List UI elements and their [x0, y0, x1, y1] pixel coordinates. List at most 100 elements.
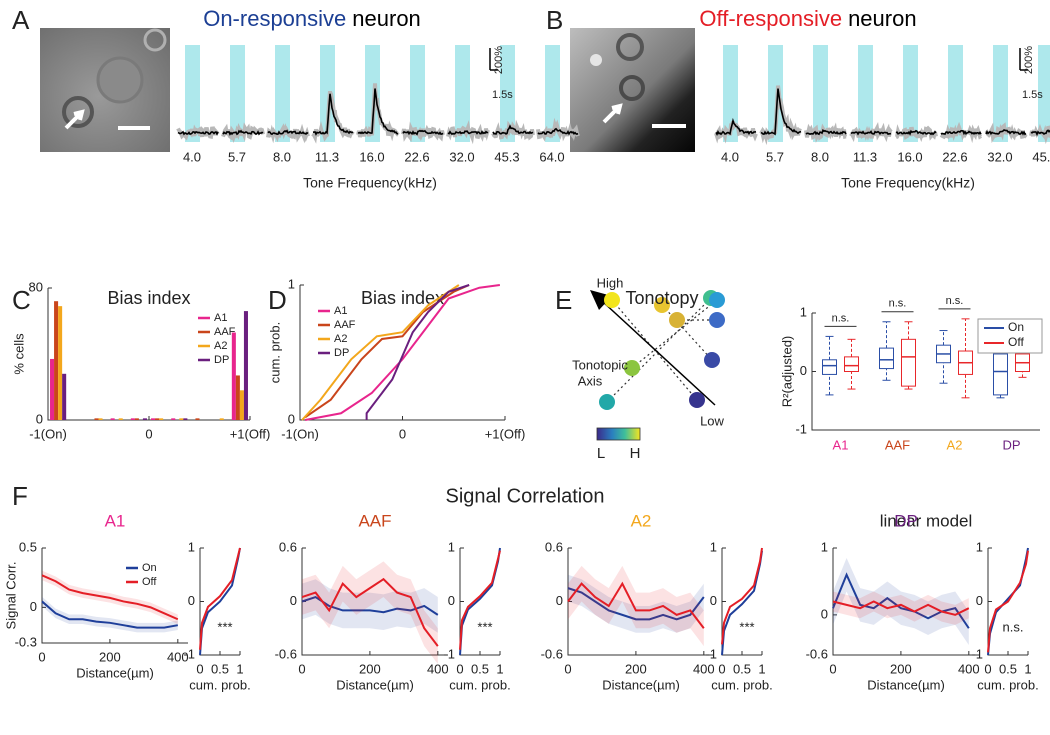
annotation: n.s.	[1003, 620, 1024, 635]
y-tick-label: 1	[800, 304, 807, 319]
trial-traces	[401, 121, 445, 142]
y-tick-label: 1	[976, 539, 983, 554]
x-tick-label: 0.5	[471, 661, 489, 676]
x-tick-label: 1	[496, 661, 503, 676]
y-tick-label: -0.6	[541, 646, 563, 661]
line	[41, 600, 178, 629]
bar	[179, 418, 184, 420]
colorbar-label: H	[630, 445, 641, 462]
x-tick-label: 0.5	[211, 661, 229, 676]
line	[987, 550, 1029, 653]
bar	[235, 375, 240, 420]
bar	[183, 418, 188, 420]
stimulus	[230, 45, 245, 142]
y-tick-label: -1	[971, 646, 983, 661]
x-tick-label: 0	[38, 649, 45, 664]
colorbar-label: L	[597, 445, 605, 462]
bar	[50, 358, 55, 420]
x-tick-label: 0	[399, 426, 406, 441]
stimulus	[948, 45, 963, 142]
legend-label: A2	[334, 333, 347, 345]
chart-title: Bias index	[107, 288, 190, 308]
line	[721, 547, 763, 645]
y-tick-label: 0	[976, 593, 983, 608]
y-tick-label: 1	[710, 539, 717, 554]
line	[459, 547, 501, 656]
mean-trace	[895, 129, 937, 136]
y-tick-label: 0	[290, 593, 297, 608]
bar	[195, 418, 200, 420]
stimulus	[275, 45, 290, 142]
annotation: n.s.	[832, 312, 850, 324]
legend-label: A1	[214, 312, 227, 324]
x-tick-label: -1(On)	[281, 426, 319, 441]
line	[567, 587, 705, 621]
y-tick-label: -1	[795, 421, 807, 436]
line	[199, 547, 241, 656]
x-tick-label: 45.3	[494, 149, 519, 164]
line	[567, 581, 705, 629]
x-axis-label: Distance(µm)	[602, 677, 680, 692]
x-tick-label: 64.0	[539, 149, 564, 164]
line	[832, 600, 970, 616]
x-axis-label: cum. prob.	[189, 677, 250, 692]
annotation: ***	[477, 620, 492, 635]
x-tick-label: 11.3	[853, 149, 877, 164]
line	[832, 572, 970, 629]
bar	[142, 418, 147, 420]
line	[301, 577, 439, 647]
legend-label: Off	[1008, 335, 1024, 349]
x-axis-label: Distance(µm)	[336, 677, 414, 692]
x-tick-label: 200	[890, 661, 912, 676]
mean-trace	[985, 129, 1027, 136]
chart-title: linear model	[880, 511, 973, 530]
x-tick-label: 1	[236, 661, 243, 676]
stimulus	[993, 45, 1008, 142]
bar	[54, 301, 59, 420]
x-tick-label: 0	[298, 661, 305, 676]
panel-label: C	[12, 285, 31, 315]
y-axis-label: cum. prob.	[267, 322, 282, 383]
y-tick-label: 1	[288, 276, 295, 291]
x-tick-label: 200	[625, 661, 647, 676]
x-tick-label: 0	[196, 661, 203, 676]
x-tick-label: AAF	[885, 437, 910, 452]
legend-label: On	[142, 562, 157, 574]
mean-trace	[537, 127, 579, 136]
stimulus	[813, 45, 828, 142]
bar	[219, 418, 224, 420]
mean-trace	[222, 129, 264, 136]
y-tick-label: 1	[188, 539, 195, 554]
stimulus	[1038, 45, 1050, 142]
error-band	[302, 561, 438, 664]
legend-label: On	[1008, 320, 1024, 334]
legend-label: A2	[214, 340, 227, 352]
bar	[58, 306, 63, 420]
x-tick-label: 8.0	[811, 149, 829, 164]
x-tick-label: 0	[718, 661, 725, 676]
line	[365, 284, 470, 420]
y-tick-label: 1	[821, 539, 828, 554]
stimulus	[545, 45, 560, 142]
x-tick-label: 5.7	[766, 149, 784, 164]
image-b	[570, 28, 695, 152]
y-tick-label: 0	[800, 363, 807, 378]
bar	[62, 373, 67, 420]
chart-title: AAF	[358, 511, 391, 530]
panel-label: D	[268, 285, 287, 315]
x-tick-label: 5.7	[228, 149, 246, 164]
annotation: ***	[217, 620, 232, 635]
bar	[155, 418, 160, 420]
error-band	[568, 574, 704, 633]
y-tick-label: 0	[556, 593, 563, 608]
x-tick-label: 200	[99, 649, 121, 664]
box	[901, 338, 916, 387]
panel-label: B	[546, 5, 563, 35]
bar	[98, 418, 103, 420]
x-tick-label: 22.6	[942, 149, 967, 164]
trial-traces	[176, 124, 220, 141]
error-band	[568, 565, 704, 647]
scale-label-y: 200%	[493, 46, 505, 74]
y-tick-label: 0	[188, 593, 195, 608]
x-tick-label: 0	[564, 661, 571, 676]
